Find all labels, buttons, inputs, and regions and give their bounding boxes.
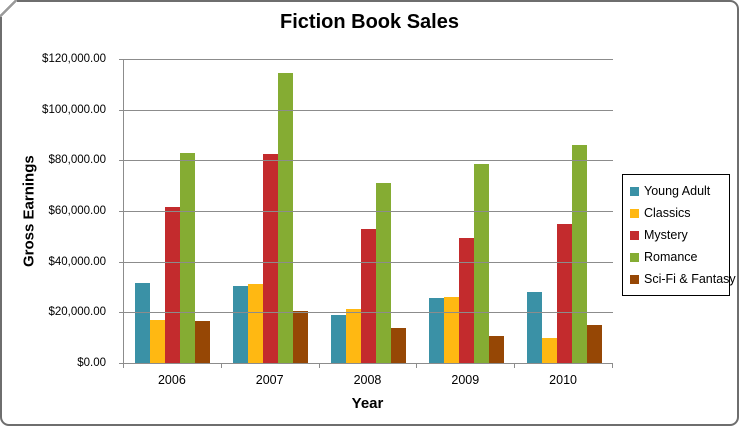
- bar-mystery-2006: [165, 207, 181, 363]
- bar-young-adult-2009: [428, 298, 444, 363]
- legend-swatch-icon: [630, 230, 639, 240]
- bar-romance-2006: [180, 152, 196, 363]
- y-axis-tick-label: $60,000.00: [48, 205, 106, 217]
- y-axis-tick-label: $120,000.00: [42, 53, 106, 65]
- bar-groups: [124, 59, 613, 363]
- legend-item-mystery: Mystery: [630, 228, 727, 242]
- bar-mystery-2007: [263, 154, 279, 363]
- bar-classics-2007: [248, 284, 264, 363]
- legend-label: Romance: [644, 250, 698, 264]
- y-axis-tick: [119, 363, 124, 364]
- legend-swatch-icon: [630, 186, 639, 196]
- bar-sci-fi-fantasy-2008: [390, 327, 406, 363]
- x-axis-tick: [318, 363, 320, 368]
- y-axis-labels: $120,000.00 $100,000.00 $80,000.00 $60,000.…: [2, 53, 106, 369]
- bar-young-adult-2006: [135, 283, 151, 363]
- y-axis-tick: [119, 109, 124, 111]
- bar-sci-fi-fantasy-2006: [195, 321, 211, 363]
- bar-young-adult-2007: [233, 285, 249, 363]
- legend-label: Sci-Fi & Fantasy: [644, 272, 736, 286]
- x-axis-tick: [416, 363, 418, 368]
- legend-label: Classics: [644, 206, 691, 220]
- y-axis-tick-label: $0.00: [77, 357, 106, 369]
- bar-sci-fi-fantasy-2007: [293, 311, 309, 363]
- bar-sci-fi-fantasy-2009: [488, 336, 504, 363]
- bar-classics-2008: [345, 308, 361, 363]
- bar-classics-2006: [150, 319, 166, 363]
- bar-young-adult-2010: [526, 292, 542, 363]
- y-axis-tick: [119, 160, 124, 162]
- x-axis-tick: [514, 363, 516, 368]
- y-axis-tick-label: $40,000.00: [48, 255, 106, 268]
- legend-label: Young Adult: [644, 184, 711, 198]
- y-axis-tick-label: $100,000.00: [42, 103, 106, 116]
- y-axis-tick: [119, 211, 124, 212]
- legend: Young Adult Classics Mystery Romance Sci-Fi …: [622, 174, 736, 296]
- x-axis-category-label: 2008: [353, 373, 382, 387]
- x-axis-tick: [612, 363, 613, 368]
- x-axis-category-label: 2009: [451, 373, 480, 387]
- bar-romance-2010: [571, 145, 587, 363]
- gridline: [124, 312, 613, 314]
- bar-group-2008: [320, 59, 418, 363]
- legend-swatch-icon: [630, 274, 639, 284]
- legend-item-classics: Classics: [630, 206, 727, 220]
- bar-young-adult-2008: [330, 314, 346, 363]
- x-axis-tick: [220, 363, 222, 368]
- bar-classics-2010: [541, 337, 557, 363]
- x-axis-title: Year: [351, 395, 384, 412]
- legend-item-romance: Romance: [630, 250, 727, 264]
- legend-swatch-icon: [630, 208, 639, 218]
- plot-area: [119, 59, 613, 368]
- gridline: [124, 211, 613, 212]
- x-axis-tick: [123, 363, 124, 368]
- gridline: [124, 261, 613, 263]
- bar-classics-2009: [443, 297, 459, 363]
- chart-title: Fiction Book Sales: [280, 11, 459, 33]
- x-axis-labels: 2006 2007 2008 2009 2010: [123, 373, 612, 387]
- bar-group-2006: [124, 59, 222, 363]
- bar-mystery-2009: [458, 237, 474, 363]
- legend-item-sci-fi-fantasy: Sci-Fi & Fantasy: [630, 272, 736, 286]
- y-axis-tick-label: $80,000.00: [48, 154, 106, 167]
- x-axis-category-label: 2007: [255, 373, 284, 387]
- x-axis-category-label: 2006: [157, 373, 186, 387]
- bar-group-2010: [515, 59, 613, 363]
- legend-swatch-icon: [630, 252, 639, 262]
- bar-mystery-2008: [360, 228, 376, 363]
- gridline: [124, 59, 613, 60]
- x-axis-category-label: 2010: [549, 373, 577, 387]
- gridline: [124, 160, 613, 162]
- legend-label: Mystery: [644, 228, 688, 242]
- bar-mystery-2010: [556, 223, 572, 363]
- bar-group-2007: [222, 59, 320, 363]
- bar-sci-fi-fantasy-2010: [586, 325, 602, 363]
- bar-romance-2007: [278, 72, 294, 363]
- bar-romance-2009: [473, 164, 489, 363]
- y-axis-tick: [119, 312, 124, 314]
- gridline: [124, 109, 613, 111]
- bar-romance-2008: [375, 183, 391, 363]
- page-fold-corner: [0, 0, 17, 17]
- y-axis-tick-label: $20,000.00: [48, 306, 106, 319]
- y-axis-tick: [119, 59, 124, 60]
- y-axis-tick: [119, 261, 124, 263]
- legend-item-young-adult: Young Adult: [630, 184, 727, 198]
